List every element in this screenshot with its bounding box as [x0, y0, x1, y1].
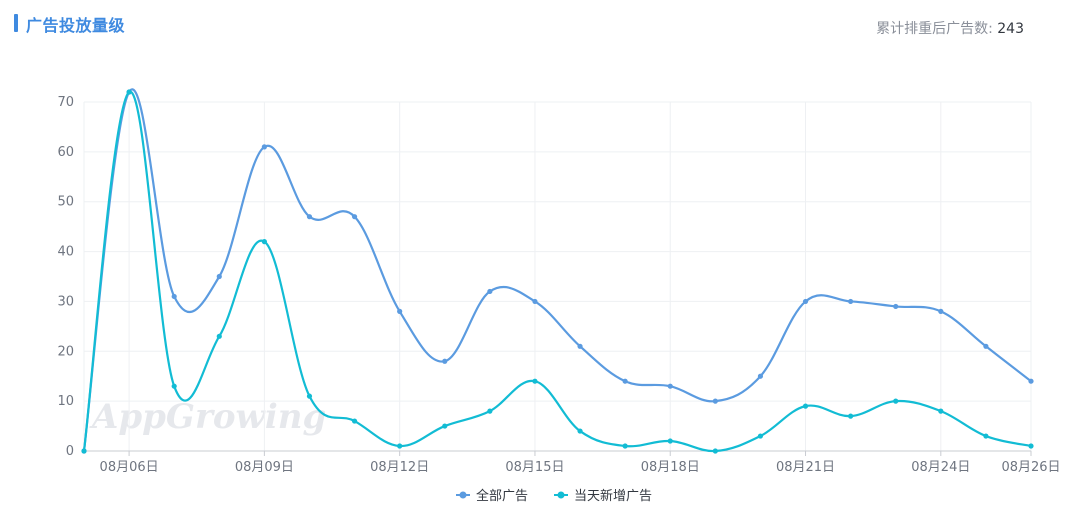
x-tick-label: 08月12日: [370, 460, 429, 475]
data-point: [442, 358, 448, 364]
y-tick-label: 50: [57, 195, 74, 210]
data-point: [261, 144, 267, 150]
y-tick-label: 30: [57, 294, 74, 309]
data-point: [938, 408, 944, 414]
y-tick-label: 10: [57, 394, 74, 409]
x-tick-label: 08月09日: [235, 460, 294, 475]
data-point: [893, 303, 899, 310]
data-point: [983, 343, 989, 349]
data-point: [126, 89, 132, 95]
data-point: [442, 423, 448, 429]
y-tick-label: 60: [57, 145, 74, 160]
data-point: [712, 448, 718, 454]
data-point: [757, 373, 764, 379]
legend-item-new-ads: 当天新增广告: [574, 488, 652, 504]
data-point: [938, 308, 944, 314]
data-point: [397, 443, 403, 449]
data-point: [757, 433, 764, 439]
x-tick-label: 08月15日: [505, 460, 564, 475]
data-point: [712, 398, 718, 404]
data-point: [577, 428, 583, 434]
ad-count-summary: 累计排重后广告数: 243: [876, 18, 1024, 38]
legend-marker: [459, 491, 467, 499]
legend-item-all-ads: 全部广告: [476, 488, 528, 504]
summary-value: 243: [997, 21, 1024, 37]
data-point: [351, 214, 358, 220]
summary-label: 累计排重后广告数:: [876, 21, 993, 37]
data-point: [802, 403, 809, 409]
data-point: [351, 418, 358, 424]
watermark-text: AppGrowing: [89, 397, 326, 437]
y-tick-label: 40: [57, 245, 74, 260]
data-point: [216, 333, 222, 339]
data-point: [848, 298, 854, 305]
data-point: [487, 408, 493, 414]
data-point: [171, 293, 177, 300]
data-point: [487, 288, 493, 295]
y-tick-label: 0: [66, 444, 74, 459]
y-tick-label: 70: [57, 95, 74, 110]
data-point: [893, 398, 899, 404]
page-title: 广告投放量级: [26, 16, 126, 35]
data-point: [622, 378, 628, 384]
data-point: [983, 433, 989, 439]
x-tick-label: 08月06日: [100, 460, 159, 475]
title-accent-bar: [14, 14, 18, 32]
x-tick-label: 08月24日: [911, 460, 970, 475]
y-tick-label: 20: [57, 344, 74, 359]
data-point: [261, 239, 267, 245]
data-point: [667, 438, 673, 444]
x-tick-label: 08月21日: [776, 460, 835, 475]
data-point: [1028, 378, 1034, 384]
x-tick-label: 08月26日: [1001, 460, 1060, 475]
data-point: [81, 448, 87, 454]
data-point: [171, 383, 177, 389]
data-point: [306, 393, 313, 399]
data-point: [532, 298, 538, 305]
data-point: [802, 298, 809, 305]
series-line-new-ads: [82, 90, 1032, 453]
data-point: [667, 383, 673, 389]
data-point: [622, 443, 628, 449]
data-point: [532, 378, 538, 384]
data-point: [397, 308, 403, 314]
data-point: [306, 214, 313, 220]
legend-marker: [557, 491, 565, 499]
data-point: [1028, 443, 1034, 449]
data-point: [216, 273, 222, 280]
data-point: [577, 343, 583, 349]
x-tick-label: 08月18日: [641, 460, 700, 475]
data-point: [848, 413, 854, 419]
